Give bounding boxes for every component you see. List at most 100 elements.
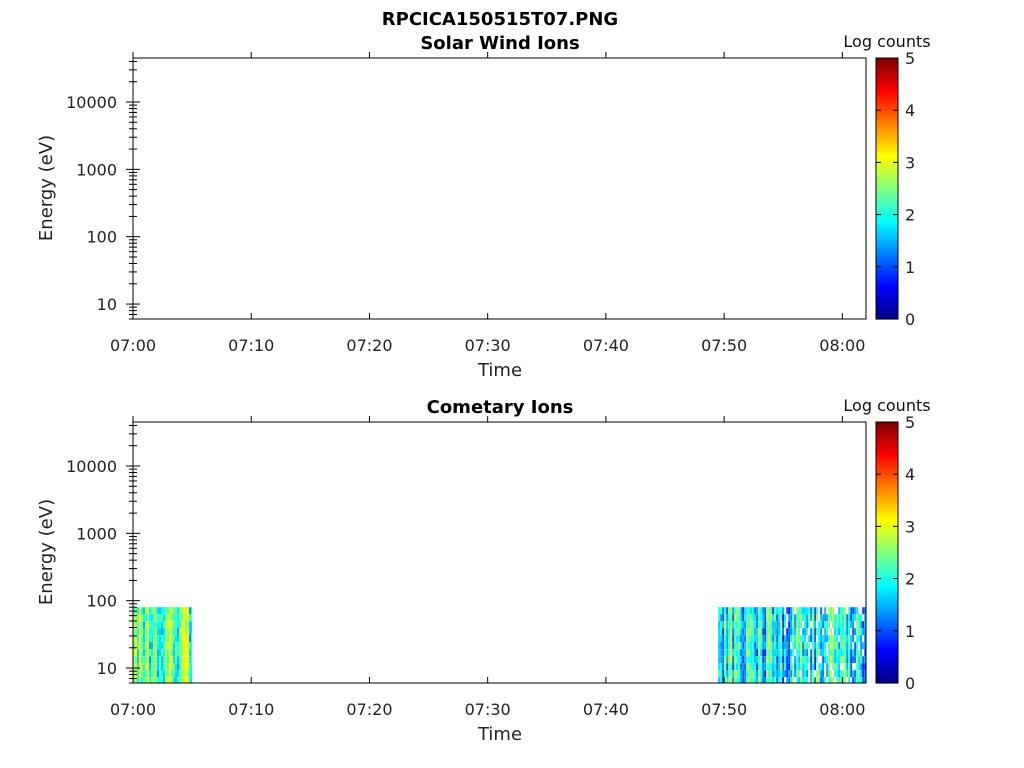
heatmap-cell bbox=[169, 628, 171, 636]
heatmap-cell bbox=[760, 656, 763, 664]
heatmap-cell bbox=[163, 663, 165, 671]
colorbar-segment bbox=[876, 108, 898, 111]
heatmap-cell bbox=[842, 642, 845, 650]
heatmap-cell bbox=[794, 642, 797, 650]
heatmap-cell bbox=[726, 621, 729, 629]
heatmap-cell bbox=[852, 642, 855, 650]
heatmap-cell bbox=[822, 656, 825, 664]
heatmap-cell bbox=[740, 670, 743, 678]
heatmap-cell bbox=[856, 635, 859, 643]
heatmap-cell bbox=[153, 614, 155, 622]
heatmap-cell bbox=[183, 628, 185, 636]
heatmap-cell bbox=[181, 649, 183, 657]
heatmap-cell bbox=[157, 677, 159, 683]
heatmap-cell bbox=[862, 677, 865, 683]
heatmap-cell bbox=[732, 656, 735, 664]
heatmap-cell bbox=[858, 607, 861, 615]
colorbar-segment bbox=[876, 524, 898, 527]
heatmap-cell bbox=[844, 656, 847, 664]
heatmap-cell bbox=[792, 642, 795, 650]
heatmap-cell bbox=[810, 656, 813, 664]
heatmap-cell bbox=[792, 621, 795, 629]
heatmap-cell bbox=[191, 621, 193, 629]
heatmap-cell bbox=[760, 635, 763, 643]
heatmap-cell bbox=[179, 621, 181, 629]
heatmap-cell bbox=[151, 656, 153, 664]
heatmap-cell bbox=[722, 677, 725, 683]
colorbar-segment bbox=[876, 66, 898, 69]
heatmap-cell bbox=[139, 642, 141, 650]
heatmap-cell bbox=[796, 607, 799, 615]
heatmap-cell bbox=[800, 607, 803, 615]
heatmap-cell bbox=[824, 670, 827, 678]
heatmap-cell bbox=[161, 642, 163, 650]
heatmap-cell bbox=[818, 614, 821, 622]
heatmap-cell bbox=[852, 670, 855, 678]
y-tick-label: 100 bbox=[86, 228, 117, 247]
colorbar-segment bbox=[876, 434, 898, 437]
panel-title: Solar Wind Ions bbox=[420, 33, 579, 54]
colorbar-segment bbox=[876, 298, 898, 302]
heatmap-cell bbox=[852, 677, 855, 683]
colorbar-segment bbox=[876, 80, 898, 83]
colorbar-segment bbox=[876, 632, 898, 636]
heatmap-cell bbox=[157, 656, 159, 664]
heatmap-cell bbox=[720, 628, 723, 636]
heatmap-cell bbox=[183, 663, 185, 671]
heatmap-cell bbox=[828, 635, 831, 643]
heatmap-cell bbox=[796, 656, 799, 664]
heatmap-cell bbox=[782, 635, 785, 643]
heatmap-cell bbox=[191, 607, 193, 615]
heatmap-cell bbox=[828, 628, 831, 636]
colorbar-segment bbox=[876, 182, 898, 186]
heatmap-cell bbox=[738, 649, 741, 657]
heatmap-cell bbox=[786, 642, 789, 650]
heatmap-cell bbox=[796, 635, 799, 643]
heatmap-cell bbox=[772, 614, 775, 622]
heatmap-cell bbox=[840, 642, 843, 650]
colorbar-segment bbox=[876, 274, 898, 278]
heatmap-cell bbox=[159, 635, 161, 643]
heatmap-cell bbox=[157, 663, 159, 671]
heatmap-cell bbox=[756, 614, 759, 622]
heatmap-cell bbox=[836, 614, 839, 622]
heatmap-cell bbox=[181, 642, 183, 650]
colorbar-segment bbox=[876, 424, 898, 427]
heatmap-cell bbox=[768, 670, 771, 678]
heatmap-cell bbox=[175, 635, 177, 643]
heatmap-cell bbox=[850, 649, 853, 657]
heatmap-cell bbox=[153, 642, 155, 650]
heatmap-cell bbox=[155, 621, 157, 629]
heatmap-cell bbox=[802, 677, 805, 683]
heatmap-cell bbox=[746, 621, 749, 629]
heatmap-cell bbox=[736, 656, 739, 664]
colorbar-segment bbox=[876, 474, 898, 477]
heatmap-cell bbox=[852, 628, 855, 636]
heatmap-cell bbox=[794, 614, 797, 622]
heatmap-cell bbox=[169, 621, 171, 629]
heatmap-cell bbox=[814, 614, 817, 622]
heatmap-cell bbox=[792, 677, 795, 683]
heatmap-cell bbox=[780, 642, 783, 650]
colorbar-segment bbox=[876, 648, 898, 652]
colorbar-segment bbox=[876, 230, 898, 234]
heatmap-cell bbox=[738, 614, 741, 622]
heatmap-cell bbox=[778, 663, 781, 671]
heatmap-cell bbox=[812, 670, 815, 678]
heatmap-cell bbox=[756, 607, 759, 615]
x-tick-label: 07:00 bbox=[110, 336, 156, 355]
heatmap-cell bbox=[784, 607, 787, 615]
heatmap-cell bbox=[732, 642, 735, 650]
heatmap-cell bbox=[840, 649, 843, 657]
heatmap-cell bbox=[786, 628, 789, 636]
heatmap-cell bbox=[796, 614, 799, 622]
heatmap-cell bbox=[163, 614, 165, 622]
heatmap-cell bbox=[820, 663, 823, 671]
heatmap-cell bbox=[143, 635, 145, 643]
colorbar-segment bbox=[876, 76, 898, 79]
heatmap-cell bbox=[850, 642, 853, 650]
heatmap-cell bbox=[848, 670, 851, 678]
heatmap-cell bbox=[860, 642, 863, 650]
heatmap-cell bbox=[147, 670, 149, 678]
y-axis-label: Energy (eV) bbox=[36, 135, 57, 241]
